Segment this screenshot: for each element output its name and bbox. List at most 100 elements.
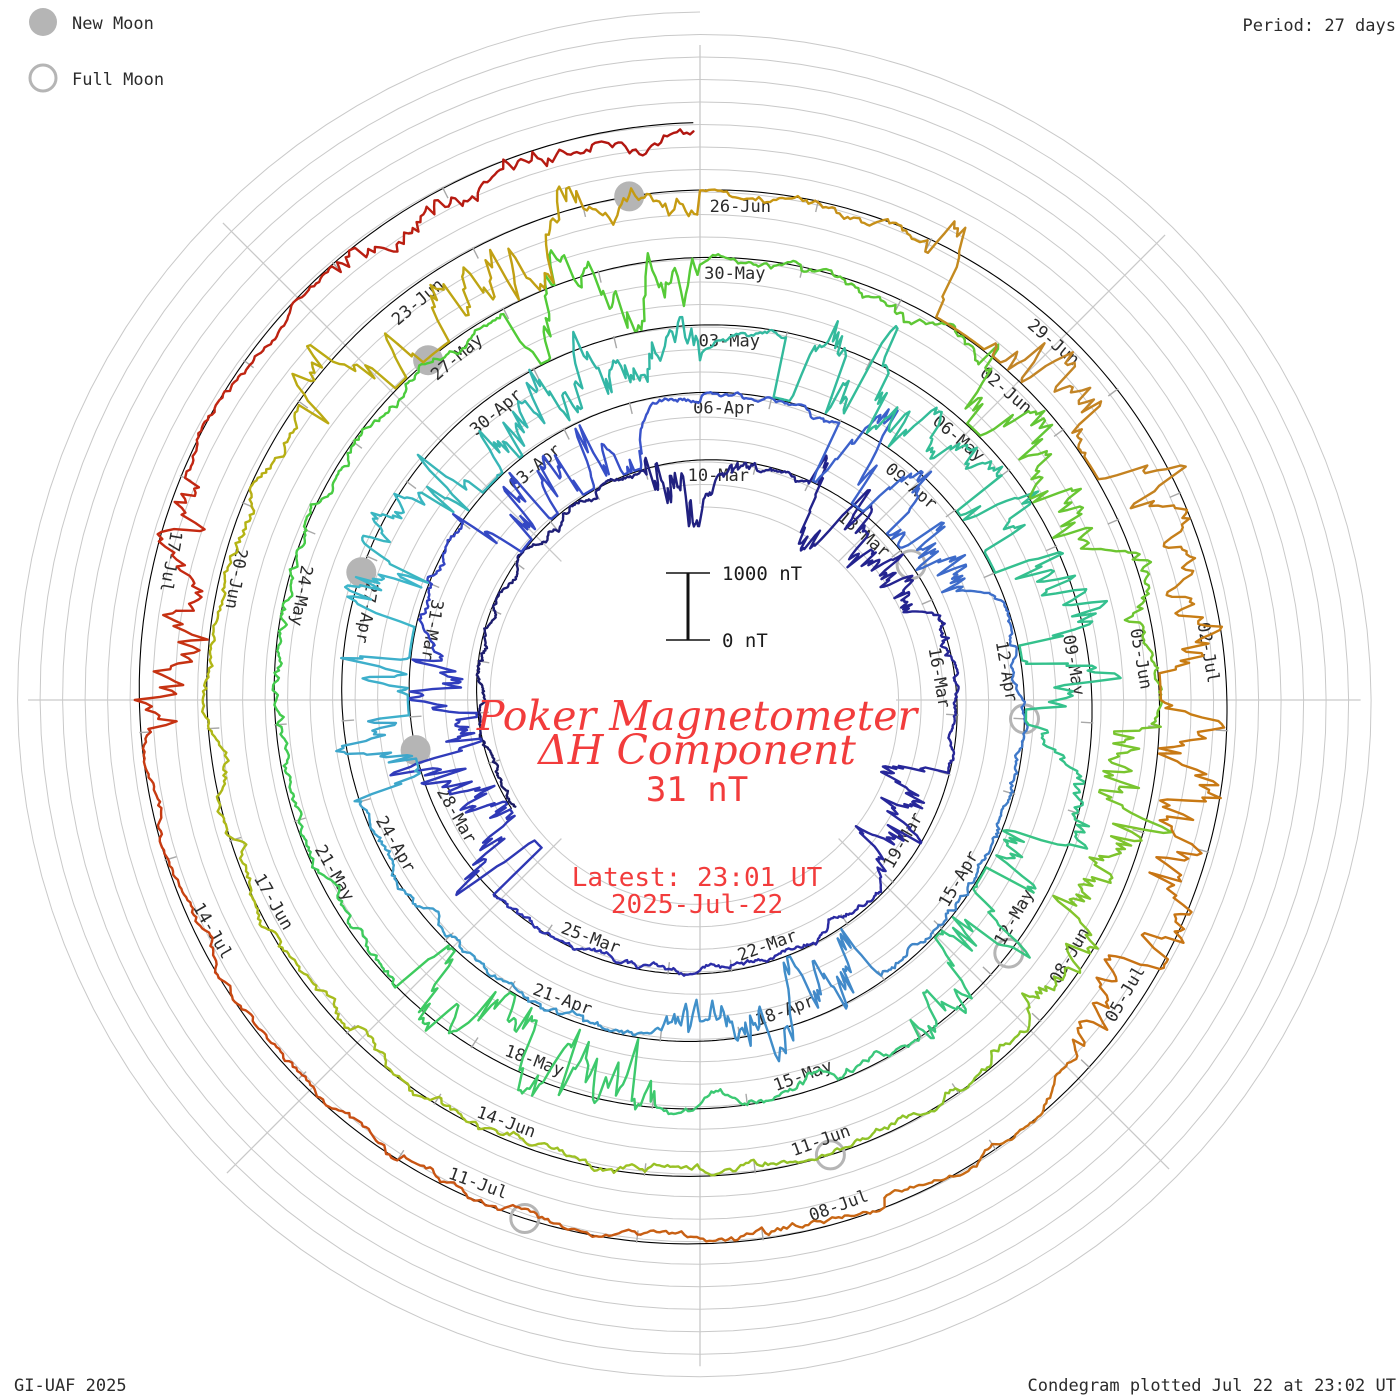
date-label: 17-Jun <box>249 871 297 934</box>
dh-trace-segment <box>517 1206 642 1239</box>
radial-gridline <box>226 838 562 1174</box>
dh-trace-segment <box>417 312 505 370</box>
dh-trace-segment <box>755 1137 864 1168</box>
plot-title-line2: ΔH Component <box>536 726 856 774</box>
dh-trace-segment <box>880 923 940 977</box>
dh-trace-segment <box>538 330 623 422</box>
full-moon-legend-label: Full Moon <box>72 70 164 90</box>
dh-trace-segment <box>545 931 609 955</box>
dh-trace-segment <box>606 952 670 971</box>
dh-trace-segment <box>417 944 512 1035</box>
dh-trace-segment <box>770 397 841 425</box>
dh-trace-segment <box>799 263 897 308</box>
dh-trace-segment <box>1052 822 1143 913</box>
overlay-layer: New Moon Full Moon Period: 27 days 1000 … <box>14 8 1396 1396</box>
dh-trace-segment <box>1158 612 1226 729</box>
radial-gridline <box>222 222 562 562</box>
date-label: 05-Jul <box>1101 963 1149 1026</box>
dh-trace-segment <box>291 332 408 425</box>
dh-trace-segment <box>352 367 420 447</box>
dh-trace-segment <box>696 188 817 216</box>
dh-trace-segment <box>764 1196 886 1237</box>
dh-trace-segment <box>393 875 452 938</box>
dh-trace-segment <box>475 659 488 715</box>
baseline-spiral <box>138 122 1228 1245</box>
dh-trace-segment <box>594 469 646 500</box>
dh-trace-segment <box>925 410 1004 478</box>
date-label: 14-Jun <box>474 1103 539 1143</box>
dh-trace-segment <box>836 1019 921 1081</box>
dh-trace-segment <box>956 474 1040 574</box>
dh-trace-segment <box>1071 954 1166 1052</box>
dh-trace-segment <box>506 991 582 1097</box>
dh-trace-segment <box>440 1097 543 1147</box>
dh-trace-segment <box>753 462 810 483</box>
date-label: 26-Jun <box>710 197 771 217</box>
dh-trace-segment <box>698 391 773 403</box>
dh-trace-segment <box>416 448 504 514</box>
dh-trace-segment <box>484 185 578 301</box>
dh-trace-segment <box>944 654 960 715</box>
dh-trace-segment <box>402 1154 520 1212</box>
dh-trace-segment <box>455 808 543 897</box>
dh-trace-segment <box>574 424 643 490</box>
dh-trace-segment <box>141 734 171 864</box>
dh-trace-segment <box>948 866 1035 959</box>
dh-trace-segment <box>600 251 699 333</box>
dh-trace-segment <box>1128 620 1164 725</box>
dh-trace-segment <box>858 469 933 549</box>
dh-trace-segment <box>168 861 223 982</box>
period-label: Period: 27 days <box>1242 16 1396 36</box>
latest-time: Latest: 23:01 UT <box>572 863 823 893</box>
dh-trace-segment <box>638 397 702 455</box>
dh-trace-segment <box>478 368 546 459</box>
dh-trace-segment <box>508 454 596 521</box>
dh-trace-segment <box>575 187 699 226</box>
dh-trace-segment <box>880 764 950 813</box>
dh-trace-segment <box>991 342 1096 414</box>
date-label: 03-May <box>699 331 760 351</box>
dh-trace-segment <box>909 929 973 1040</box>
dh-trace-segment <box>995 811 1091 894</box>
dh-trace-segment <box>417 583 441 656</box>
date-label: 14-Jul <box>188 899 236 962</box>
dh-trace-segment <box>697 461 756 528</box>
dh-trace-segment <box>729 947 792 967</box>
dh-trace-segment <box>478 610 498 663</box>
scale-bar-caps <box>666 572 710 641</box>
dh-trace-segment <box>449 933 515 986</box>
dh-trace-segment <box>344 572 429 651</box>
dh-trace-segment <box>389 711 483 785</box>
dh-trace-segment <box>893 303 980 366</box>
full-moon-marker <box>895 549 927 581</box>
dh-trace-segment <box>906 521 968 594</box>
dh-trace-segment <box>515 528 557 567</box>
dh-trace-segment <box>511 983 585 1023</box>
dh-trace-segment <box>861 1087 962 1141</box>
dh-trace-segment <box>1024 717 1086 815</box>
dh-trace-segment <box>883 1142 998 1200</box>
dh-trace-segment <box>980 791 1013 864</box>
dh-trace-segment <box>639 1226 767 1243</box>
latest-date: 2025-Jul-22 <box>611 890 783 920</box>
date-label: 24-Apr <box>371 813 419 876</box>
dh-trace-segment <box>557 1037 657 1111</box>
date-label: 06-Apr <box>693 399 754 419</box>
dh-trace-segment <box>653 1087 751 1116</box>
dh-trace-segment <box>246 265 333 369</box>
footer-right: Condegram plotted Jul 22 at 23:02 UT <box>1028 1376 1396 1396</box>
dh-trace-segment <box>396 266 496 364</box>
dh-trace-segment <box>843 504 881 572</box>
dh-trace-segment <box>200 616 220 733</box>
dh-trace-segment <box>271 627 285 728</box>
dh-trace-segment <box>959 1006 1032 1093</box>
dh-trace-segment <box>133 609 210 737</box>
dh-trace-segment <box>870 553 914 611</box>
dh-trace-segment <box>582 1019 663 1037</box>
dh-trace-segment <box>183 366 250 489</box>
dh-trace-segment <box>426 522 464 586</box>
dh-trace-segment <box>789 915 845 951</box>
date-label: 15-May <box>771 1056 836 1096</box>
dh-trace-segment <box>566 128 695 157</box>
dh-trace-segment <box>748 1067 840 1105</box>
